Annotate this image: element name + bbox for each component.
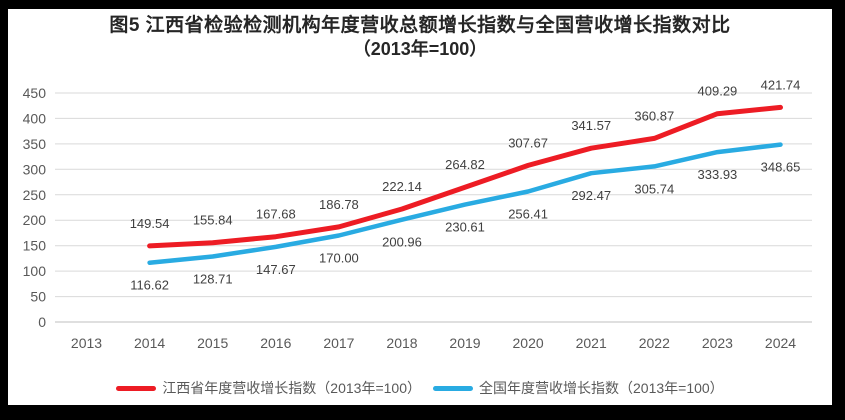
data-label: 230.61 bbox=[445, 220, 485, 235]
x-tick-label: 2024 bbox=[765, 335, 796, 351]
x-tick-label: 2013 bbox=[71, 335, 102, 351]
chart-legend: 江西省年度营收增长指数（2013年=100） 全国年度营收增长指数（2013年=… bbox=[8, 378, 832, 398]
data-label: 333.93 bbox=[698, 167, 738, 182]
chart-canvas: 图5 江西省检验检测机构年度营收总额增长指数与全国营收增长指数对比 （2013年… bbox=[8, 9, 832, 405]
y-tick-label: 350 bbox=[23, 136, 47, 152]
chart-subtitle: （2013年=100） bbox=[352, 39, 488, 59]
y-tick-label: 100 bbox=[23, 263, 47, 279]
data-label: 222.14 bbox=[382, 179, 422, 194]
data-label: 292.47 bbox=[571, 188, 611, 203]
y-tick-label: 450 bbox=[23, 85, 47, 101]
data-label: 305.74 bbox=[634, 181, 674, 196]
line-chart: 0 50 100 150 200 250 300 350 400 450 2013 2014 2015 2… bbox=[23, 77, 812, 351]
x-tick-label: 2023 bbox=[702, 335, 733, 351]
y-tick-label: 300 bbox=[23, 161, 47, 177]
data-label: 128.71 bbox=[193, 272, 233, 287]
chart-title: 图5 江西省检验检测机构年度营收总额增长指数与全国营收增长指数对比 bbox=[109, 15, 731, 36]
legend-item-jiangxi: 江西省年度营收增长指数（2013年=100） bbox=[116, 378, 421, 398]
jiangxi-series-swatch bbox=[116, 385, 157, 391]
x-tick-label: 2016 bbox=[260, 335, 291, 351]
data-label: 170.00 bbox=[319, 251, 359, 266]
data-label: 360.87 bbox=[634, 108, 674, 123]
x-tick-label: 2021 bbox=[576, 335, 607, 351]
x-tick-label: 2022 bbox=[639, 335, 670, 351]
data-label: 116.62 bbox=[130, 278, 169, 293]
y-tick-label: 0 bbox=[38, 314, 46, 330]
y-tick-label: 50 bbox=[30, 289, 46, 305]
data-label: 421.74 bbox=[761, 77, 801, 92]
chart-title-block: 图5 江西省检验检测机构年度营收总额增长指数与全国营收增长指数对比 （2013年… bbox=[8, 14, 832, 60]
national-series-swatch bbox=[433, 385, 473, 391]
y-tick-label: 400 bbox=[23, 110, 47, 126]
data-label: 200.96 bbox=[382, 235, 422, 250]
data-label: 256.41 bbox=[508, 207, 548, 222]
data-label: 155.84 bbox=[193, 213, 233, 228]
y-tick-label: 150 bbox=[23, 238, 47, 254]
data-label: 167.68 bbox=[256, 207, 296, 222]
data-label: 341.57 bbox=[571, 118, 611, 133]
data-label: 186.78 bbox=[319, 197, 359, 212]
x-tick-label: 2014 bbox=[134, 335, 165, 351]
data-label: 264.82 bbox=[445, 157, 485, 172]
legend-label-national: 全国年度营收增长指数（2013年=100） bbox=[479, 380, 724, 396]
data-label: 348.65 bbox=[761, 160, 801, 175]
x-tick-label: 2018 bbox=[386, 335, 417, 351]
x-tick-label: 2020 bbox=[513, 335, 544, 351]
data-label: 149.54 bbox=[130, 216, 170, 231]
x-tick-label: 2015 bbox=[197, 335, 228, 351]
data-label: 147.67 bbox=[256, 262, 296, 277]
data-label: 409.29 bbox=[698, 84, 738, 99]
y-tick-label: 200 bbox=[23, 212, 47, 228]
legend-label-jiangxi: 江西省年度营收增长指数（2013年=100） bbox=[162, 380, 421, 396]
series-line-0 bbox=[147, 104, 783, 249]
legend-item-national: 全国年度营收增长指数（2013年=100） bbox=[433, 378, 724, 398]
x-tick-label: 2017 bbox=[323, 335, 354, 351]
series-line-1 bbox=[147, 142, 783, 265]
y-tick-label: 250 bbox=[23, 187, 47, 203]
data-label: 307.67 bbox=[508, 135, 548, 150]
x-tick-label: 2019 bbox=[449, 335, 480, 351]
